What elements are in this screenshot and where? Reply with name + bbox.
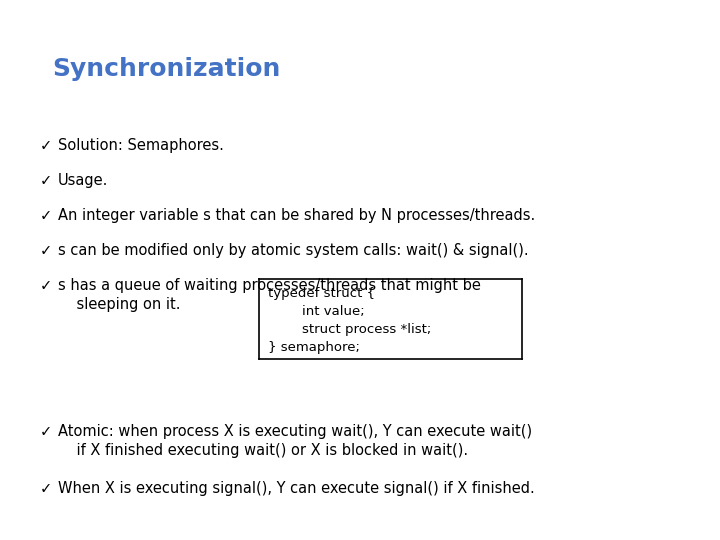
Text: s has a queue of waiting processes/threads that might be
    sleeping on it.: s has a queue of waiting processes/threa… <box>58 278 480 312</box>
Text: ✓: ✓ <box>40 243 52 258</box>
Text: s can be modified only by atomic system calls: wait() & signal().: s can be modified only by atomic system … <box>58 243 528 258</box>
Text: } semaphore;: } semaphore; <box>268 341 360 354</box>
Text: Usage.: Usage. <box>58 173 108 188</box>
Text: ✓: ✓ <box>40 278 52 293</box>
Text: ✓: ✓ <box>40 481 52 496</box>
Text: ✓: ✓ <box>40 138 52 153</box>
Text: Solution: Semaphores.: Solution: Semaphores. <box>58 138 223 153</box>
Text: ✓: ✓ <box>40 173 52 188</box>
Text: An integer variable s that can be shared by N processes/threads.: An integer variable s that can be shared… <box>58 208 535 223</box>
Text: struct process *list;: struct process *list; <box>268 323 431 336</box>
Text: ✓: ✓ <box>40 424 52 439</box>
Text: Synchronization: Synchronization <box>52 57 280 80</box>
Text: When X is executing signal(), Y can execute signal() if X finished.: When X is executing signal(), Y can exec… <box>58 481 534 496</box>
Text: 123: 123 <box>6 105 22 114</box>
Text: Atomic: when process X is executing wait(), Y can execute wait()
    if X finish: Atomic: when process X is executing wait… <box>58 424 532 458</box>
Text: int value;: int value; <box>268 305 364 318</box>
Text: ✓: ✓ <box>40 208 52 223</box>
Text: 75/: 75/ <box>6 96 19 105</box>
Text: typedef struct {: typedef struct { <box>268 287 375 300</box>
